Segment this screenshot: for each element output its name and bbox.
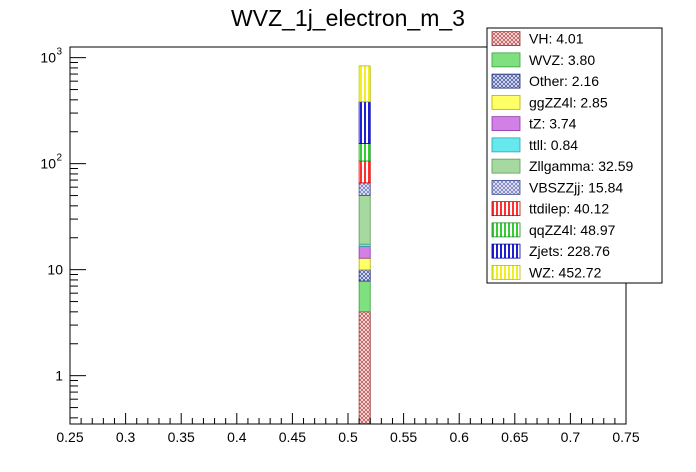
legend-swatch-VBSZZjj	[491, 179, 521, 195]
legend-swatch-qqZZ4l	[491, 222, 521, 238]
x-tick-label: 0.6	[449, 429, 469, 445]
x-tick-label: 0.5	[338, 429, 358, 445]
bar-WVZ	[358, 280, 371, 313]
y-tick-exponent: 2	[56, 153, 62, 164]
bar-VH	[358, 311, 371, 425]
x-tick-label: 0.25	[56, 429, 83, 445]
legend-swatch-tZ	[491, 116, 521, 132]
x-tick-label: 0.4	[227, 429, 247, 445]
y-tick-label: 10	[40, 156, 56, 172]
bar-VBSZZjj	[358, 182, 371, 196]
y-tick-label: 10	[40, 50, 56, 66]
legend-label-ttdilep: ttdilep: 40.12	[529, 201, 609, 217]
x-tick-label: 0.35	[168, 429, 195, 445]
stacked-bars	[358, 65, 371, 425]
legend-label-VBSZZjj: VBSZZjj: 15.84	[529, 179, 623, 195]
legend-swatch-WVZ	[491, 52, 521, 68]
legend-label-WZ: WZ: 452.72	[529, 264, 602, 280]
y-tick-exponent: 3	[56, 47, 62, 58]
legend-swatch-ttll	[491, 137, 521, 153]
x-tick-label: 0.75	[612, 429, 639, 445]
legend-swatch-ggZZ4l	[491, 94, 521, 110]
bar-tZ	[358, 246, 371, 259]
bar-ggZZ4l	[358, 257, 371, 271]
legend-box	[486, 27, 663, 284]
bar-ttdilep	[358, 160, 371, 184]
legend-label-VH: VH: 4.01	[529, 31, 584, 47]
x-tick-label: 0.7	[561, 429, 581, 445]
legend: VH: 4.01 WVZ: 3.80 Other: 2.16 ggZZ4l: 2.85…	[486, 27, 663, 284]
legend-swatch-Other	[491, 73, 521, 89]
y-tick-label: 1	[55, 368, 63, 384]
x-tick-label: 0.55	[390, 429, 417, 445]
bar-qqZZ4l	[358, 143, 371, 162]
legend-swatch-Zllgamma	[491, 158, 521, 174]
legend-swatch-ttdilep	[491, 201, 521, 217]
legend-swatch-VH	[491, 31, 521, 47]
legend-label-qqZZ4l: qqZZ4l: 48.97	[529, 222, 616, 238]
legend-label-Other: Other: 2.16	[529, 73, 599, 89]
y-tick-label: 10	[47, 262, 63, 278]
legend-label-ttll: ttll: 0.84	[529, 137, 578, 153]
x-tick-label: 0.45	[279, 429, 306, 445]
chart-title: WVZ_1j_electron_m_3	[231, 5, 465, 31]
legend-swatch-Zjets	[491, 243, 521, 259]
legend-label-ggZZ4l: ggZZ4l: 2.85	[529, 94, 608, 110]
bar-Zjets	[358, 101, 371, 144]
legend-label-Zjets: Zjets: 228.76	[529, 243, 610, 259]
legend-label-tZ: tZ: 3.74	[529, 116, 577, 132]
x-tick-label: 0.65	[501, 429, 528, 445]
legend-swatch-WZ	[491, 264, 521, 280]
x-axis: 0.25 0.3 0.35 0.4 0.45 0.5 0.55 0.6 0.65 0.7 0.75	[56, 413, 640, 445]
bar-WZ	[358, 65, 371, 103]
legend-label-WVZ: WVZ: 3.80	[529, 52, 595, 68]
legend-label-Zllgamma: Zllgamma: 32.59	[529, 158, 633, 174]
bar-Zllgamma	[358, 195, 371, 245]
bar-Other	[358, 269, 371, 282]
x-tick-label: 0.3	[116, 429, 136, 445]
